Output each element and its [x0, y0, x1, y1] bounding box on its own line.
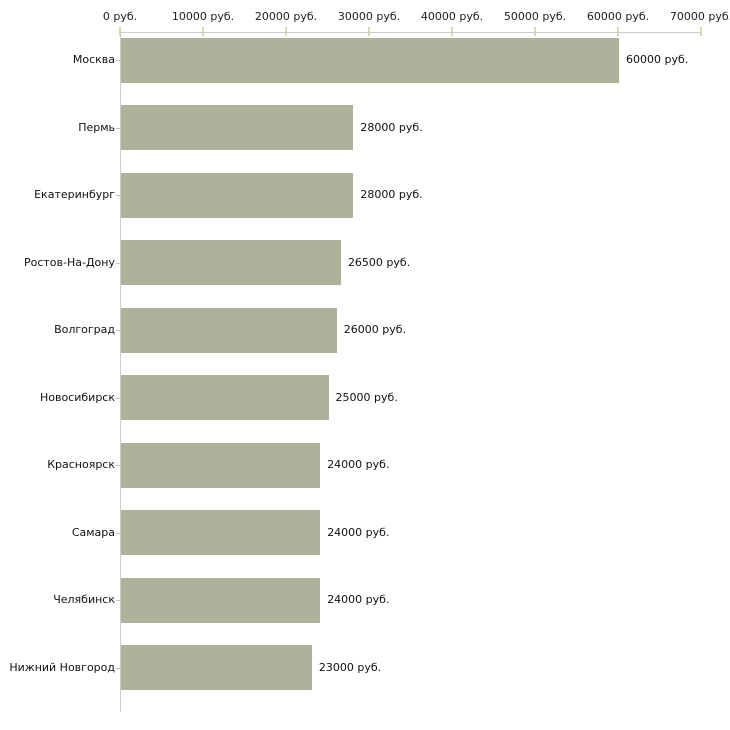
bar — [121, 375, 329, 420]
bar — [121, 510, 321, 555]
bar — [121, 105, 354, 150]
category-label: Пермь — [78, 120, 115, 134]
value-label: 28000 руб. — [360, 188, 423, 201]
bar — [121, 645, 312, 690]
x-axis-tick-label: 60000 руб. — [586, 10, 650, 23]
bar — [121, 37, 619, 83]
category-tick-mark — [116, 262, 120, 264]
category-label: Челябинск — [53, 593, 115, 606]
category-label: Волгоград — [54, 323, 115, 336]
x-axis-tick-mark — [700, 27, 702, 36]
x-axis-tick-label: 50000 руб. — [503, 10, 567, 23]
bar — [121, 442, 321, 488]
value-label: 24000 руб. — [327, 593, 390, 606]
x-axis-line — [120, 32, 702, 33]
bar — [121, 240, 341, 285]
value-label: 26000 руб. — [343, 323, 407, 336]
category-tick-mark — [116, 60, 120, 61]
category-label: Нижний Новгород — [9, 660, 115, 674]
category-tick-mark — [116, 600, 120, 601]
x-axis-tick-label: 40000 руб. — [420, 10, 484, 23]
x-axis-tick-label: 0 руб. — [102, 10, 138, 23]
x-axis-tick-label: 30000 руб. — [337, 10, 401, 23]
x-axis-tick-label: 10000 руб. — [171, 10, 235, 23]
category-tick-mark — [116, 195, 120, 196]
bar — [121, 172, 354, 218]
category-label: Самара — [71, 525, 115, 539]
x-axis-tick-label: 20000 руб. — [254, 10, 318, 23]
x-axis-tick-mark — [534, 27, 536, 36]
value-label: 24000 руб. — [327, 525, 390, 539]
y-axis-line — [120, 32, 121, 712]
x-axis-tick-mark — [285, 27, 287, 36]
value-label: 60000 руб. — [626, 53, 689, 66]
x-axis-tick-mark — [202, 27, 204, 36]
value-label: 25000 руб. — [335, 390, 398, 404]
bar — [121, 577, 321, 623]
category-label: Красноярск — [47, 458, 115, 471]
x-axis-tick-mark — [368, 27, 370, 36]
x-axis-tick-mark — [617, 27, 619, 36]
x-axis-tick-label: 70000 руб. — [669, 10, 730, 23]
value-label: 26500 руб. — [347, 255, 411, 269]
category-tick-mark — [116, 532, 120, 534]
x-axis-tick-mark — [451, 27, 453, 36]
category-tick-mark — [116, 465, 120, 466]
category-label: Москва — [72, 53, 115, 66]
category-label: Ростов-На-Дону — [23, 255, 115, 269]
category-tick-mark — [116, 127, 120, 129]
category-tick-mark — [116, 667, 120, 669]
value-label: 23000 руб. — [318, 660, 382, 674]
x-axis-tick-mark — [119, 27, 121, 36]
category-tick-mark — [116, 397, 120, 399]
value-label: 28000 руб. — [360, 120, 423, 134]
value-label: 24000 руб. — [327, 458, 390, 471]
category-tick-mark — [116, 330, 120, 331]
bar — [121, 307, 337, 353]
category-label: Екатеринбург — [34, 188, 115, 201]
category-label: Новосибирск — [39, 390, 115, 404]
